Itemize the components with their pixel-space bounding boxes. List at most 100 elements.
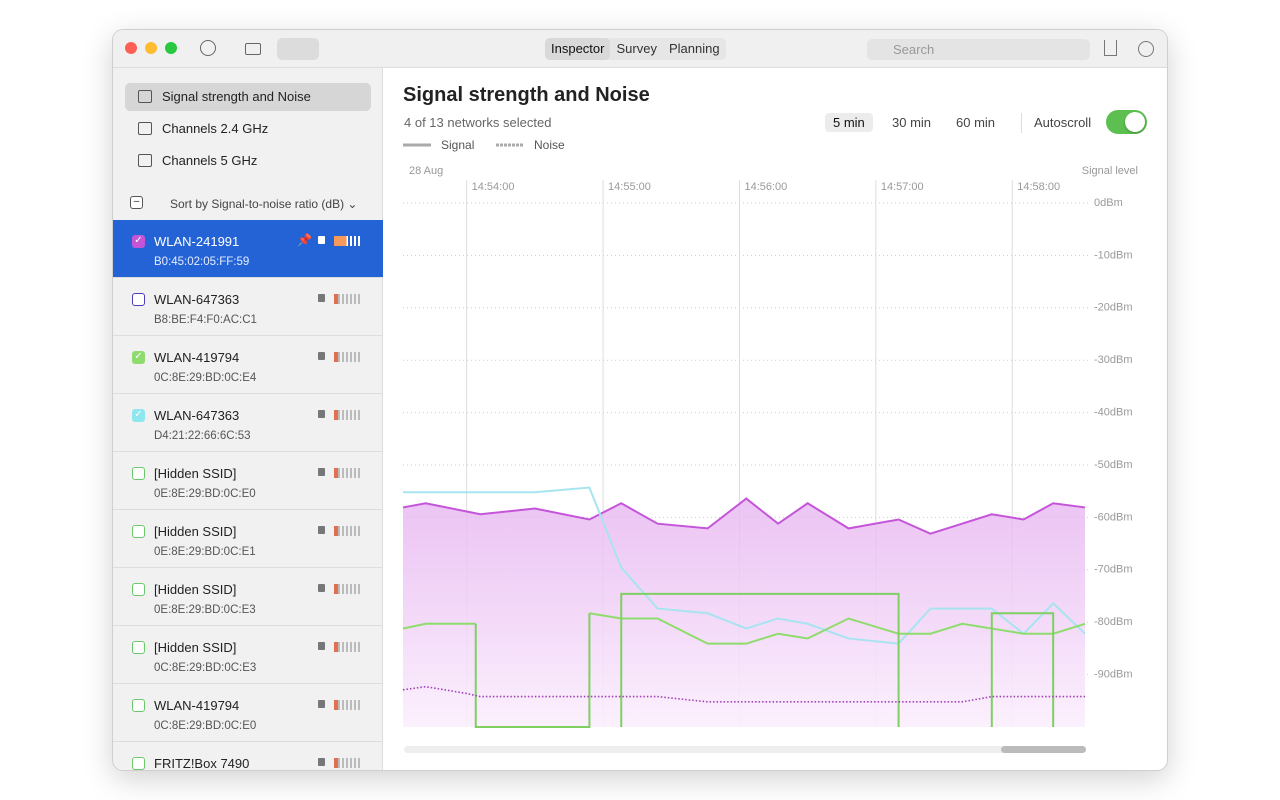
checkbox[interactable]: ✓ bbox=[132, 409, 145, 422]
signal-bars bbox=[334, 352, 362, 362]
lock-icon bbox=[318, 468, 325, 476]
close[interactable] bbox=[125, 42, 137, 54]
range-button[interactable]: 5 min bbox=[825, 113, 873, 132]
range-button[interactable]: 60 min bbox=[956, 115, 996, 130]
range-button[interactable]: 30 min bbox=[892, 115, 932, 130]
lock-icon bbox=[318, 352, 325, 360]
lock-icon bbox=[318, 410, 325, 418]
view-item[interactable]: Signal strength and Noise bbox=[125, 83, 371, 111]
checkbox[interactable] bbox=[132, 467, 145, 480]
mac-address: 0C:8E:29:BD:0C:E3 bbox=[154, 662, 257, 674]
signal-bars bbox=[334, 642, 362, 652]
mac-address: 0C:8E:29:BD:0C:E4 bbox=[154, 372, 257, 384]
checkbox[interactable] bbox=[132, 757, 145, 770]
autoscroll-toggle[interactable] bbox=[1106, 110, 1147, 134]
network-name: WLAN-419794 bbox=[154, 698, 240, 713]
y-tick-label: -70dBm bbox=[1094, 564, 1133, 576]
network-row[interactable]: [Hidden SSID] 0C:8E:29:BD:0C:E3 bbox=[113, 626, 383, 684]
x-tick-label: 14:57:00 bbox=[881, 181, 924, 193]
search-field[interactable]: Search bbox=[867, 39, 1090, 60]
network-row[interactable]: [Hidden SSID] 0E:8E:29:BD:0C:E0 bbox=[113, 452, 383, 510]
signal-bars bbox=[334, 526, 362, 536]
mac-address: 0E:8E:29:BD:0C:E3 bbox=[154, 604, 256, 616]
network-name: [Hidden SSID] bbox=[154, 524, 237, 539]
mac-address: 0E:8E:29:BD:0C:E1 bbox=[154, 546, 256, 558]
sidebar: – Sort by Signal-to-noise ratio (dB) ⌄ S… bbox=[113, 68, 383, 771]
signal-bars bbox=[334, 410, 362, 420]
network-row[interactable]: WLAN-647363 B8:BE:F4:F0:AC:C1 bbox=[113, 278, 383, 336]
y-tick-label: -20dBm bbox=[1094, 302, 1133, 314]
scrollbar[interactable] bbox=[404, 746, 1086, 753]
network-name: WLAN-647363 bbox=[154, 408, 240, 423]
x-tick-label: 14:58:00 bbox=[1017, 181, 1060, 193]
sort-label: Sort by Signal-to-noise ratio (dB) bbox=[170, 197, 345, 211]
noise-line bbox=[402, 685, 1085, 703]
legend-label: Signal bbox=[441, 138, 474, 152]
network-name: WLAN-241991 bbox=[154, 234, 240, 249]
more-button[interactable] bbox=[1138, 41, 1154, 57]
tab[interactable]: Planning bbox=[668, 41, 720, 56]
mac-address: D4:21:22:66:6C:53 bbox=[154, 430, 251, 442]
title: Signal strength and Noise bbox=[403, 84, 650, 106]
signal-bars bbox=[334, 758, 362, 768]
network-row[interactable]: [Hidden SSID] 0E:8E:29:BD:0C:E1 bbox=[113, 510, 383, 568]
mac-address: B8:BE:F4:F0:AC:C1 bbox=[154, 314, 257, 326]
tab[interactable]: Survey bbox=[616, 41, 657, 56]
signal-bars bbox=[334, 584, 362, 594]
network-name: WLAN-647363 bbox=[154, 292, 240, 307]
network-row[interactable]: FRITZ!Box 7490 bbox=[113, 742, 383, 771]
legend-label: Noise bbox=[534, 138, 565, 152]
tab[interactable]: Inspector bbox=[545, 38, 611, 60]
signal-line bbox=[402, 497, 1086, 535]
sort-menu[interactable]: Sort by Signal-to-noise ratio (dB) ⌄ bbox=[170, 197, 358, 211]
y-tick-label: -80dBm bbox=[1094, 616, 1133, 628]
checkbox[interactable]: ✓ bbox=[132, 351, 145, 364]
signal-line bbox=[402, 612, 1086, 645]
checkbox[interactable] bbox=[132, 641, 145, 654]
network-row[interactable]: [Hidden SSID] 0E:8E:29:BD:0C:E3 bbox=[113, 568, 383, 626]
share-button[interactable] bbox=[1104, 40, 1117, 56]
signal-line bbox=[474, 592, 1055, 728]
date-label: 28 Aug bbox=[409, 165, 443, 177]
y-tick-label: -30dBm bbox=[1094, 354, 1133, 366]
lock-icon bbox=[318, 294, 325, 302]
checkbox[interactable] bbox=[132, 525, 145, 538]
mac-address: 0C:8E:29:BD:0C:E0 bbox=[154, 720, 257, 732]
checkbox[interactable] bbox=[132, 699, 145, 712]
table-button[interactable] bbox=[245, 43, 261, 55]
titlebar: Inspector Survey Planning Search bbox=[113, 30, 1167, 68]
y-tick-label: -50dBm bbox=[1094, 459, 1133, 471]
checkbox[interactable] bbox=[132, 583, 145, 596]
network-name: [Hidden SSID] bbox=[154, 640, 237, 655]
network-name: WLAN-419794 bbox=[154, 350, 240, 365]
select-all[interactable]: – bbox=[130, 196, 143, 209]
view-item[interactable]: Channels 5 GHz bbox=[125, 147, 371, 175]
lock-icon bbox=[318, 526, 325, 534]
mac-address: 0E:8E:29:BD:0C:E0 bbox=[154, 488, 256, 500]
mac-address: B0:45:02:05:FF:59 bbox=[154, 256, 250, 268]
zoom[interactable] bbox=[165, 42, 177, 54]
view-item[interactable]: Channels 2.4 GHz bbox=[125, 115, 371, 143]
checkbox[interactable] bbox=[132, 293, 145, 306]
tabs: Inspector Survey Planning bbox=[545, 38, 726, 60]
stop-button[interactable] bbox=[200, 40, 216, 56]
network-row[interactable]: WLAN-419794 0C:8E:29:BD:0C:E0 bbox=[113, 684, 383, 742]
y-tick-label: -60dBm bbox=[1094, 511, 1133, 523]
lock-icon bbox=[318, 236, 325, 244]
network-row[interactable]: ✓ WLAN-419794 0C:8E:29:BD:0C:E4 bbox=[113, 336, 383, 394]
y-axis-label: Signal level bbox=[1082, 165, 1138, 177]
y-tick-label: -10dBm bbox=[1094, 249, 1133, 261]
y-tick-label: -90dBm bbox=[1094, 669, 1133, 681]
lock-icon bbox=[318, 642, 325, 650]
pin-icon: 📌 bbox=[297, 233, 312, 247]
network-row[interactable]: ✓ WLAN-647363 D4:21:22:66:6C:53 bbox=[113, 394, 383, 452]
signal-bars bbox=[334, 468, 362, 478]
network-name: FRITZ!Box 7490 bbox=[154, 756, 250, 771]
network-row[interactable]: ✓ WLAN-241991 B0:45:02:05:FF:59 📌 bbox=[113, 220, 383, 278]
chart-button[interactable] bbox=[277, 38, 319, 60]
checkbox[interactable]: ✓ bbox=[132, 235, 145, 248]
minimize[interactable] bbox=[145, 42, 157, 54]
network-name: [Hidden SSID] bbox=[154, 582, 237, 597]
